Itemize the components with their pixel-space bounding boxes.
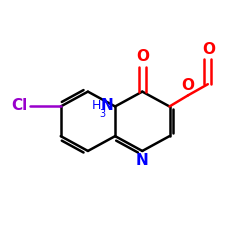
Text: N: N <box>136 153 149 168</box>
Text: O: O <box>202 42 215 57</box>
Text: H: H <box>92 99 102 112</box>
Text: Cl: Cl <box>12 98 28 114</box>
Text: O: O <box>136 50 149 64</box>
Text: N: N <box>101 98 114 113</box>
Text: 3: 3 <box>100 109 106 119</box>
Text: O: O <box>181 78 194 93</box>
